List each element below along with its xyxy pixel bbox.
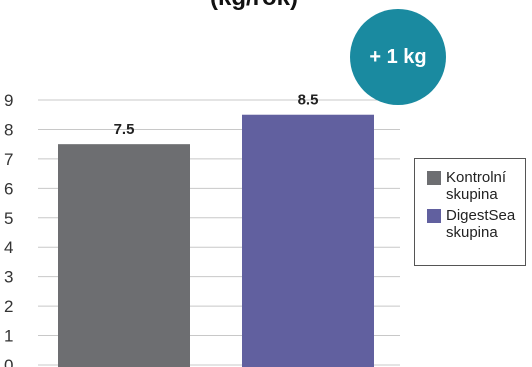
y-tick-label: 9 xyxy=(4,91,13,110)
legend-item-digestsea: DigestSea skupina xyxy=(427,207,519,241)
y-tick-label: 6 xyxy=(4,179,13,198)
y-tick-label: 7 xyxy=(4,150,13,169)
y-tick-label: 1 xyxy=(4,327,13,346)
legend-label-digestsea: DigestSea skupina xyxy=(446,207,516,241)
bar-kontrolni xyxy=(58,144,190,367)
bar-digestsea xyxy=(242,114,374,367)
chart-title: (kg/rok) xyxy=(210,0,410,12)
y-tick-label: 3 xyxy=(4,268,13,287)
y-tick-label: 8 xyxy=(4,120,13,139)
difference-badge: + 1 kg xyxy=(350,9,446,105)
data-label: 7.5 xyxy=(114,121,135,138)
legend-item-kontrolni: Kontrolní skupina xyxy=(427,169,519,203)
y-tick-label: 5 xyxy=(4,209,13,228)
difference-badge-text: + 1 kg xyxy=(369,45,427,68)
y-tick-label: 0 xyxy=(4,356,13,367)
legend-label-kontrolni: Kontrolní skupina xyxy=(446,169,507,203)
y-tick-label: 4 xyxy=(4,238,13,257)
legend-swatch-kontrolni xyxy=(427,171,441,185)
data-label: 8.5 xyxy=(298,92,319,109)
chart-legend: Kontrolní skupina DigestSea skupina xyxy=(414,158,526,266)
y-tick-label: 2 xyxy=(4,297,13,316)
legend-swatch-digestsea xyxy=(427,209,441,223)
